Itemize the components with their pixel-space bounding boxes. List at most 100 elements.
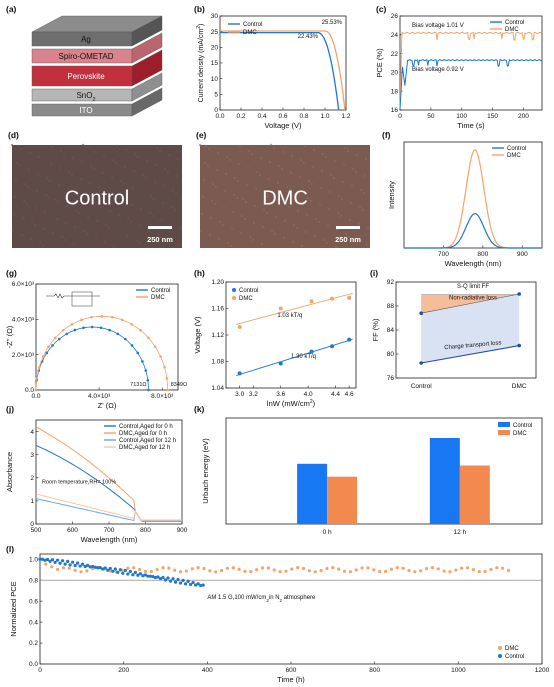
x-tick-label: 600 [67, 527, 78, 534]
sem-grain [243, 217, 247, 221]
sem-grain [245, 183, 249, 187]
nyquist-point [37, 365, 41, 369]
point-dmc [436, 567, 440, 571]
y-tick-label: 84 [387, 327, 395, 334]
y-axis-label: Current density (mA/cm2) [196, 24, 205, 103]
sem-grain [27, 168, 31, 172]
sem-grain [178, 226, 182, 230]
plot-frame [35, 283, 179, 391]
point-dmc [325, 566, 329, 571]
abs-curve-2 [35, 498, 182, 522]
bar-dmc [459, 465, 490, 524]
point-control [128, 569, 132, 574]
y-tick-label: 1.12 [211, 332, 224, 339]
sem-grain [239, 231, 243, 235]
nyquist-point [153, 345, 157, 348]
sem-grain [361, 208, 365, 212]
sem-grain [43, 210, 47, 214]
sem-grain [20, 233, 24, 237]
point-dmc [67, 566, 71, 570]
sem-grain [241, 197, 245, 201]
point-control [48, 559, 52, 563]
sem-grain [213, 202, 217, 206]
x-tick-label: 0 [38, 667, 42, 674]
sem-grain [304, 230, 308, 234]
sem-grain [349, 201, 353, 205]
sem-grain [92, 167, 96, 171]
point-dmc [260, 566, 265, 570]
nyquist-point [130, 322, 134, 326]
panel-label: (a) [6, 4, 17, 14]
x-axis-label: Z' (Ω) [98, 401, 117, 410]
sem-grain [340, 197, 344, 201]
point-control [45, 557, 50, 562]
sem-grain [346, 149, 350, 153]
point-dmc [489, 567, 493, 572]
legend-label: DMC [243, 30, 257, 36]
sem-grain [284, 202, 288, 206]
transport-loss-band [421, 294, 520, 363]
point-dmc [50, 565, 54, 569]
sem-grain [363, 174, 367, 178]
point-dmc [506, 568, 511, 572]
sem-grain [108, 209, 112, 213]
point-dmc [407, 568, 411, 573]
sem-grain [30, 220, 34, 224]
nyquist-point [90, 315, 93, 319]
sem-grain [74, 208, 78, 212]
sem-grain [34, 206, 38, 210]
sem-grain [335, 228, 339, 232]
nyquist-point [100, 314, 104, 318]
sem-grain [97, 185, 101, 189]
nyquist-point [130, 344, 134, 347]
point-dmc [237, 567, 241, 571]
panel-c: (c) 0 50 100 150 200 16 18 20 22 24 26 Time (s) PCE (… [375, 4, 543, 130]
annotation: 1.30 kT/q [291, 354, 316, 360]
y-axis-label: Normalized PCE [9, 581, 18, 636]
annotation: Charge transport loss [444, 340, 502, 351]
sem-grain [262, 208, 266, 212]
plot-frame [399, 15, 543, 111]
sem-grain [300, 244, 304, 248]
data-point [330, 296, 335, 301]
point-dmc [79, 570, 83, 574]
nyquist-point [110, 315, 114, 319]
sem-grain [355, 153, 359, 157]
nyquist-point [51, 344, 54, 347]
sem-grain [169, 222, 173, 226]
point-control [86, 563, 90, 567]
annotation: Room temperature,RH= 100% [42, 480, 116, 486]
sem-grain [124, 148, 128, 152]
point-control [93, 565, 97, 569]
nyquist-point [34, 388, 38, 392]
panel-g: (g) 0.0 4.0×10³ 8.0×10³ 0.0 2.0×10³ 4.0×10³ 6.0… [5, 268, 187, 410]
sem-grain [356, 239, 360, 243]
sem-grain [221, 223, 225, 227]
sem-grain [45, 176, 49, 180]
point-dmc [178, 570, 183, 574]
x-tick-label: 800 [140, 527, 151, 534]
sem-grain [299, 158, 303, 162]
data-point [347, 295, 352, 300]
panel-d: (d) Control 250 nm [8, 130, 182, 249]
scale-label: 250 nm [147, 235, 173, 244]
point-dmc [190, 567, 194, 571]
fit-line-dmc [236, 292, 353, 325]
point-control [181, 578, 185, 582]
sem-grain [362, 191, 366, 195]
sem-grain [253, 204, 257, 208]
panel-label: (k) [194, 404, 205, 414]
sem-grain [265, 211, 269, 215]
sem-grain [81, 143, 85, 147]
panel-i: (i) 76 80 84 88 92 FF (%) Control DMC S-Q limit F… [370, 268, 537, 390]
sem-grain [103, 240, 107, 244]
sem-grain [53, 197, 57, 201]
plot-frame [219, 15, 347, 111]
scale-bar [148, 226, 172, 229]
sem-grain [269, 143, 273, 147]
point-control [143, 573, 148, 577]
point-dmc [495, 566, 499, 570]
y-tick-label: 1.08 [211, 359, 224, 366]
sem-grain [275, 198, 279, 202]
point-dmc [184, 569, 189, 573]
